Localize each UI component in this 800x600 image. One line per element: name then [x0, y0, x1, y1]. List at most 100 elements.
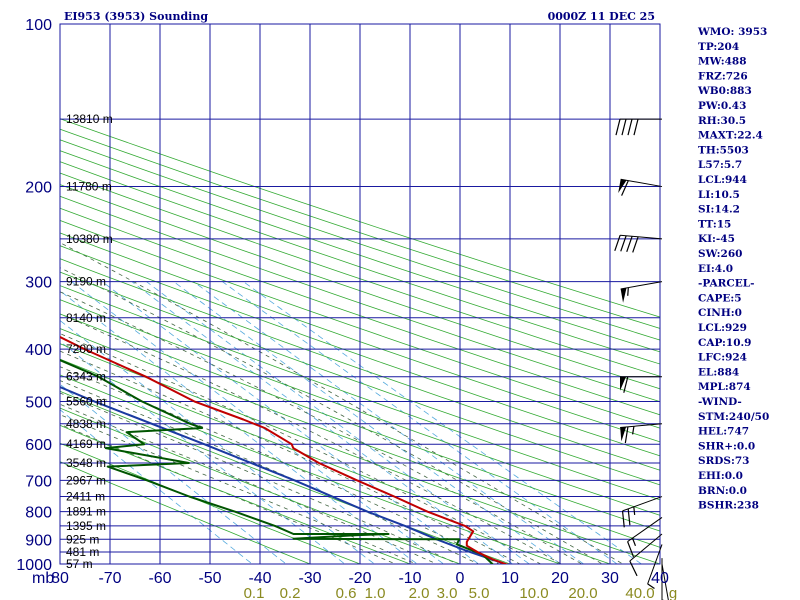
index-line: SHR+:0.0	[698, 440, 755, 452]
dry-adiabat	[60, 461, 312, 564]
temperature-tick-label: 0	[456, 570, 465, 587]
index-line: LFC:924	[698, 352, 747, 364]
dry-adiabat	[60, 207, 660, 416]
wind-barb	[629, 533, 663, 577]
height-label: 57 m	[66, 557, 93, 571]
barb-full	[627, 508, 631, 526]
pressure-temperature-grid	[59, 23, 661, 565]
barb-full	[633, 118, 639, 136]
barb-half	[632, 426, 635, 435]
temperature-line	[60, 335, 509, 564]
wind-barb	[618, 178, 663, 196]
index-line: LCL:929	[698, 322, 747, 334]
dry-adiabat	[60, 442, 362, 564]
moist-adiabat	[60, 392, 459, 564]
index-line: BSHR:238	[698, 500, 759, 512]
dry-adiabat	[60, 299, 660, 516]
height-label: 1891 m	[66, 505, 106, 519]
dry-adiabat	[60, 343, 660, 564]
barb-full	[627, 118, 633, 136]
mixing-ratio-line	[222, 281, 618, 564]
wind-barb	[627, 517, 663, 558]
barb-staff	[661, 563, 669, 600]
pressure-tick-label: 500	[25, 394, 52, 411]
dry-adiabat	[60, 374, 562, 564]
dry-adiabat	[60, 245, 660, 457]
barb-pennant	[618, 179, 627, 194]
barb-full	[624, 426, 629, 444]
wind-barb	[615, 118, 662, 136]
barb-full	[626, 236, 633, 253]
temperature-tick-label: -30	[298, 570, 321, 587]
temperature-tick-label: 80	[51, 570, 69, 587]
mixing-ratio-label: 0.1	[244, 585, 265, 600]
dry-adiabat	[60, 358, 612, 564]
dry-adiabat	[60, 285, 660, 501]
pressure-tick-label: 600	[25, 437, 52, 454]
sounding-profiles	[60, 335, 509, 564]
parcel-line	[60, 385, 509, 564]
pressure-tick-label: 300	[25, 275, 52, 292]
index-line: MPL:874	[698, 381, 751, 393]
barb-half	[647, 583, 655, 590]
mixing-ratio-label: 20.0	[568, 585, 597, 600]
pressure-unit-label: mb	[32, 570, 54, 587]
temperature-tick-label: 10	[501, 570, 519, 587]
index-line: EL:884	[698, 366, 739, 378]
wind-barb	[620, 281, 663, 303]
stability-indices-panel: WMO: 3953 TP:204 MW:488 FRZ:726 WB0:883 PW:0.…	[697, 26, 769, 512]
mixing-ratio-line	[71, 281, 445, 564]
mixing-ratio-label: 0.2	[280, 585, 301, 600]
mixing-ratio-label: 1.0	[365, 585, 386, 600]
dry-adiabat	[60, 232, 660, 443]
dry-adiabat	[60, 118, 660, 318]
index-line: BRN:0.0	[698, 485, 747, 497]
height-label: 6343 m	[66, 370, 106, 384]
pressure-tick-label: 1000	[16, 557, 52, 574]
index-line: STM:240/50	[698, 411, 769, 423]
barb-pennant	[620, 287, 627, 303]
dry-adiabat	[60, 150, 660, 353]
barb-staff	[627, 517, 663, 542]
height-label: 1395 m	[66, 519, 106, 533]
index-line: SI:14.2	[698, 204, 740, 216]
barb-half	[627, 287, 629, 296]
mixing-ratio-label: 40.0	[625, 585, 654, 600]
dry-adiabat	[60, 184, 660, 390]
barb-half	[631, 537, 637, 547]
dewpoint-line	[60, 359, 494, 564]
barb-full	[627, 541, 635, 558]
index-line: WMO: 3953	[697, 26, 767, 38]
dry-adiabat	[60, 220, 660, 429]
wind-barb	[614, 234, 663, 253]
mixing-ratio-label: 0.6	[336, 585, 357, 600]
barb-staff	[620, 178, 663, 188]
barb-full	[620, 235, 627, 252]
pressure-tick-label: 900	[25, 532, 52, 549]
index-line: TH:5503	[698, 144, 749, 156]
index-line: LCL:944	[698, 174, 747, 186]
moist-adiabat	[60, 414, 417, 564]
mixing-ratio-line	[60, 290, 418, 564]
pressure-tick-label: 400	[25, 342, 52, 359]
pressure-tick-label: 200	[25, 180, 52, 197]
barb-full	[614, 235, 621, 252]
chart-title: EI953 (3953) Sounding	[64, 10, 208, 23]
chart-date: 0000Z 11 DEC 25	[548, 10, 655, 23]
barb-full	[623, 376, 629, 393]
moist-adiabat	[60, 291, 583, 564]
dry-adiabat	[60, 161, 660, 365]
mixing-ratio-line	[131, 281, 514, 564]
barb-staff	[620, 234, 663, 240]
barb-staff	[622, 496, 663, 512]
moist-adiabats	[60, 242, 624, 564]
height-label: 13810 m	[66, 112, 113, 126]
index-line: MAXT:22.4	[698, 130, 763, 142]
dry-adiabat	[60, 328, 660, 548]
barb-staff	[620, 423, 663, 428]
moist-adiabat	[60, 380, 480, 564]
mixing-ratio-label: 5.0	[469, 585, 490, 600]
index-line: EHI:0.0	[698, 470, 743, 482]
